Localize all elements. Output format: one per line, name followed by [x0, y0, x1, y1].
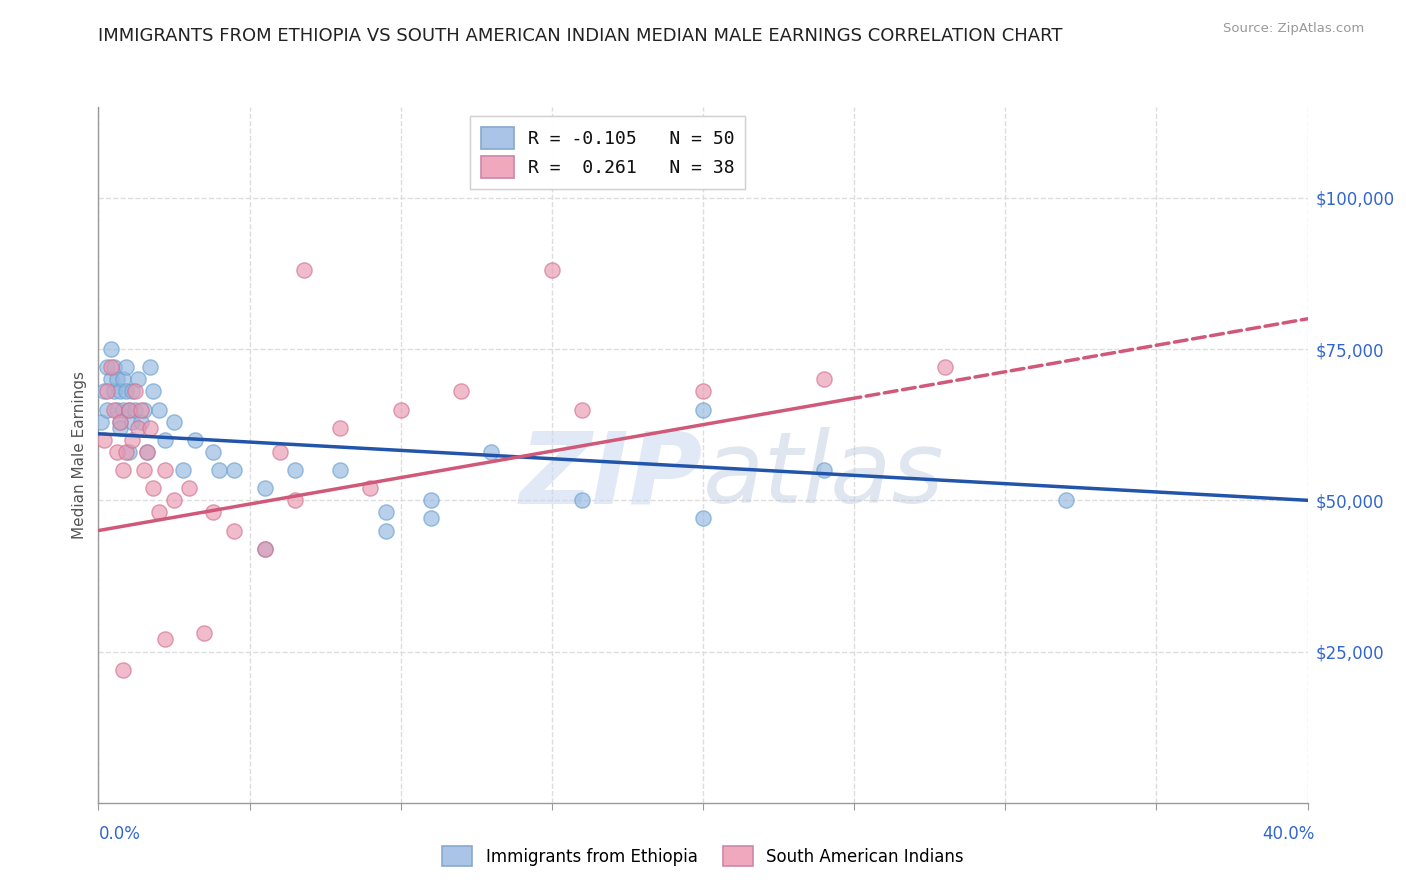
Point	[90, 415, 112, 429]
Point	[108, 384, 131, 399]
Point	[114, 384, 136, 399]
Point	[124, 384, 146, 399]
Point	[142, 384, 165, 399]
Point	[202, 505, 225, 519]
Legend: R = -0.105   N = 50, R =  0.261   N = 38: R = -0.105 N = 50, R = 0.261 N = 38	[470, 116, 745, 189]
Point	[224, 463, 246, 477]
Point	[103, 360, 125, 375]
Point	[284, 463, 307, 477]
Point	[292, 263, 315, 277]
Point	[114, 360, 136, 375]
Point	[127, 420, 149, 434]
Point	[193, 626, 215, 640]
Point	[571, 402, 593, 417]
Point	[692, 402, 714, 417]
Point	[103, 402, 125, 417]
Point	[153, 632, 176, 647]
Point	[121, 415, 143, 429]
Point	[360, 481, 382, 495]
Point	[1054, 493, 1077, 508]
Point	[100, 372, 122, 386]
Point	[100, 342, 122, 356]
Point	[450, 384, 472, 399]
Point	[374, 505, 396, 519]
Point	[129, 415, 152, 429]
Point	[253, 481, 276, 495]
Point	[253, 541, 276, 556]
Point	[139, 420, 162, 434]
Point	[93, 384, 115, 399]
Text: Source: ZipAtlas.com: Source: ZipAtlas.com	[1223, 22, 1364, 36]
Point	[111, 402, 134, 417]
Point	[135, 445, 157, 459]
Point	[813, 372, 835, 386]
Point	[329, 420, 352, 434]
Point	[100, 360, 122, 375]
Point	[132, 463, 155, 477]
Point	[253, 541, 276, 556]
Point	[269, 445, 291, 459]
Point	[692, 511, 714, 525]
Point	[105, 445, 128, 459]
Text: atlas: atlas	[703, 427, 945, 524]
Point	[692, 384, 714, 399]
Text: 40.0%: 40.0%	[1263, 825, 1315, 843]
Point	[813, 463, 835, 477]
Point	[124, 402, 146, 417]
Point	[118, 402, 141, 417]
Point	[111, 372, 134, 386]
Point	[93, 433, 115, 447]
Point	[96, 402, 118, 417]
Point	[329, 463, 352, 477]
Point	[127, 372, 149, 386]
Point	[571, 493, 593, 508]
Point	[163, 415, 186, 429]
Point	[108, 415, 131, 429]
Point	[121, 384, 143, 399]
Point	[153, 433, 176, 447]
Point	[163, 493, 186, 508]
Point	[148, 505, 170, 519]
Point	[139, 360, 162, 375]
Point	[284, 493, 307, 508]
Point	[96, 384, 118, 399]
Point	[118, 402, 141, 417]
Text: ZIP: ZIP	[520, 427, 703, 524]
Point	[132, 402, 155, 417]
Point	[540, 263, 562, 277]
Point	[108, 415, 131, 429]
Point	[934, 360, 956, 375]
Point	[224, 524, 246, 538]
Text: 0.0%: 0.0%	[98, 825, 141, 843]
Point	[481, 445, 503, 459]
Point	[208, 463, 231, 477]
Point	[114, 445, 136, 459]
Point	[105, 402, 128, 417]
Point	[172, 463, 194, 477]
Point	[111, 663, 134, 677]
Point	[105, 372, 128, 386]
Point	[96, 360, 118, 375]
Y-axis label: Median Male Earnings: Median Male Earnings	[72, 371, 87, 539]
Point	[153, 463, 176, 477]
Point	[103, 384, 125, 399]
Point	[420, 493, 443, 508]
Point	[202, 445, 225, 459]
Point	[142, 481, 165, 495]
Point	[374, 524, 396, 538]
Point	[389, 402, 412, 417]
Point	[121, 433, 143, 447]
Point	[118, 445, 141, 459]
Text: IMMIGRANTS FROM ETHIOPIA VS SOUTH AMERICAN INDIAN MEDIAN MALE EARNINGS CORRELATI: IMMIGRANTS FROM ETHIOPIA VS SOUTH AMERIC…	[98, 27, 1063, 45]
Point	[179, 481, 201, 495]
Point	[135, 445, 157, 459]
Point	[129, 402, 152, 417]
Point	[148, 402, 170, 417]
Point	[108, 420, 131, 434]
Point	[111, 463, 134, 477]
Legend: Immigrants from Ethiopia, South American Indians: Immigrants from Ethiopia, South American…	[434, 838, 972, 875]
Point	[420, 511, 443, 525]
Point	[184, 433, 207, 447]
